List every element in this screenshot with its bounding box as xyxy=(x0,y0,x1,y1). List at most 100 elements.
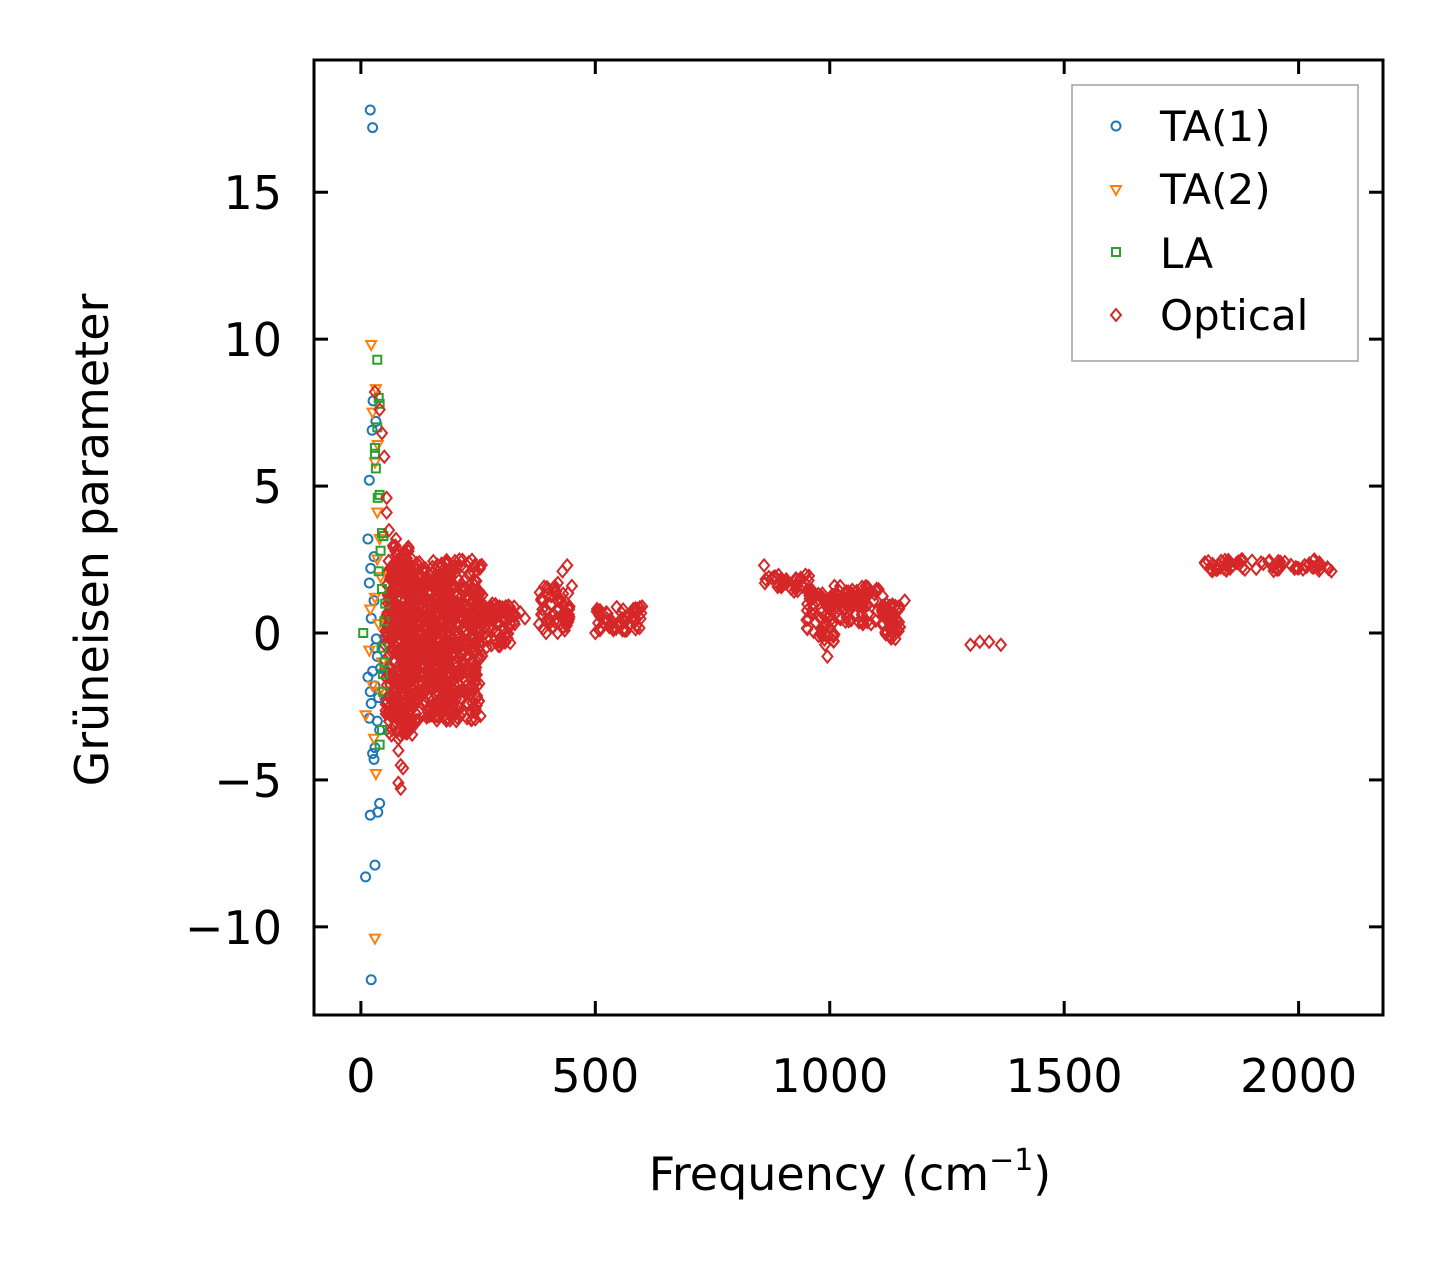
data-point-la xyxy=(374,739,385,750)
data-point-dense xyxy=(420,590,433,606)
data-point-ta2 xyxy=(358,710,373,723)
data-point-dense xyxy=(601,606,614,622)
data-points-layer xyxy=(358,104,1338,986)
data-point-dense xyxy=(414,587,427,603)
data-point-dense xyxy=(384,595,397,611)
data-point-optical xyxy=(382,610,396,626)
data-point-dense xyxy=(385,561,398,577)
data-point-dense xyxy=(503,635,517,651)
data-point-optical xyxy=(842,584,855,600)
data-point-dense xyxy=(800,612,813,628)
data-point-dense xyxy=(554,592,568,608)
data-point-dense xyxy=(440,634,453,650)
data-point-dense xyxy=(405,591,419,607)
data-point-optical xyxy=(804,581,818,597)
data-point-dense xyxy=(428,620,442,636)
data-point-optical xyxy=(589,625,602,641)
data-point-optical xyxy=(392,775,405,791)
data-point-dense xyxy=(464,712,478,728)
data-point-dense xyxy=(490,615,504,631)
data-point-ta2 xyxy=(362,645,377,658)
data-point-dense xyxy=(385,727,398,743)
data-point-optical xyxy=(762,569,776,585)
data-point-dense xyxy=(807,590,820,606)
data-point-optical xyxy=(462,554,476,571)
data-point-dense xyxy=(449,604,462,621)
data-point-ta2 xyxy=(365,680,380,693)
data-point-dense xyxy=(410,684,423,700)
data-point-dense xyxy=(438,695,452,711)
data-point-ta2 xyxy=(370,507,384,520)
data-point-optical xyxy=(378,449,391,465)
data-point-optical xyxy=(380,504,393,521)
data-point-dense xyxy=(629,621,642,637)
data-point-dense xyxy=(413,648,427,664)
data-point-la xyxy=(376,642,387,653)
data-point-dense xyxy=(809,615,823,631)
data-point-dense xyxy=(467,638,480,654)
data-point-optical xyxy=(368,384,382,400)
data-point-dense xyxy=(437,573,450,589)
data-point-optical xyxy=(438,678,452,694)
data-point-optical xyxy=(1226,557,1240,573)
data-point-dense xyxy=(393,674,406,690)
data-point-dense xyxy=(879,626,893,642)
data-point-optical xyxy=(1273,557,1287,573)
data-point-dense xyxy=(436,694,449,710)
data-point-dense xyxy=(413,580,427,596)
data-point-ta1 xyxy=(369,859,381,871)
data-point-dense xyxy=(425,572,439,588)
data-point-dense xyxy=(460,649,473,666)
data-point-optical xyxy=(879,596,893,612)
data-point-dense xyxy=(436,567,449,583)
data-point-dense xyxy=(422,708,436,724)
data-point-dense xyxy=(393,561,406,578)
data-point-dense xyxy=(466,587,479,603)
data-point-dense xyxy=(507,599,521,615)
data-point-dense xyxy=(491,634,504,650)
data-point-dense xyxy=(828,600,842,616)
legend-label-optical: Optical xyxy=(1160,291,1308,340)
data-point-ta1 xyxy=(368,551,380,563)
data-point-dense xyxy=(470,614,484,630)
data-point-dense xyxy=(405,617,419,634)
data-point-dense xyxy=(420,618,434,634)
data-point-la xyxy=(372,354,383,365)
data-point-dense xyxy=(472,624,485,640)
data-point-dense xyxy=(460,687,473,703)
x-tick-label: 1000 xyxy=(771,1049,888,1103)
x-tick-label: 2000 xyxy=(1240,1049,1357,1103)
data-point-la xyxy=(375,545,386,556)
data-point-optical xyxy=(973,634,987,650)
data-point-dense xyxy=(398,708,411,724)
data-point-dense xyxy=(606,620,620,636)
data-point-la xyxy=(370,463,381,474)
data-point-dense xyxy=(447,664,461,681)
y-tick-label: 0 xyxy=(253,607,282,661)
data-point-dense xyxy=(429,676,443,692)
axis-ticks: 0 500 1000 1500 2000 −10 −5 0 5 10 15 xyxy=(185,60,1383,1103)
data-point-ta1 xyxy=(365,698,377,710)
data-point-dense xyxy=(456,662,470,678)
data-point-dense xyxy=(405,561,419,578)
data-point-dense xyxy=(436,558,449,574)
y-tick-label: −5 xyxy=(214,754,282,808)
data-point-dense xyxy=(441,624,455,640)
data-point-optical xyxy=(396,560,410,576)
data-point-la xyxy=(379,657,390,668)
data-point-ta1 xyxy=(365,974,377,986)
data-point-dense xyxy=(469,700,482,717)
legend-label-la: LA xyxy=(1160,229,1213,278)
data-point-dense xyxy=(533,584,547,601)
data-point-ta1 xyxy=(367,747,379,759)
data-point-dense xyxy=(401,539,415,555)
data-point-optical xyxy=(394,549,408,565)
data-point-dense xyxy=(423,654,437,670)
x-axis-label: Frequency (cm−1) xyxy=(649,1143,1052,1201)
data-point-dense xyxy=(386,613,400,629)
data-point-dense xyxy=(455,596,468,613)
data-point-dense xyxy=(801,621,814,637)
data-point-dense xyxy=(812,628,825,644)
data-point-dense xyxy=(392,657,406,673)
data-point-optical xyxy=(382,713,396,729)
